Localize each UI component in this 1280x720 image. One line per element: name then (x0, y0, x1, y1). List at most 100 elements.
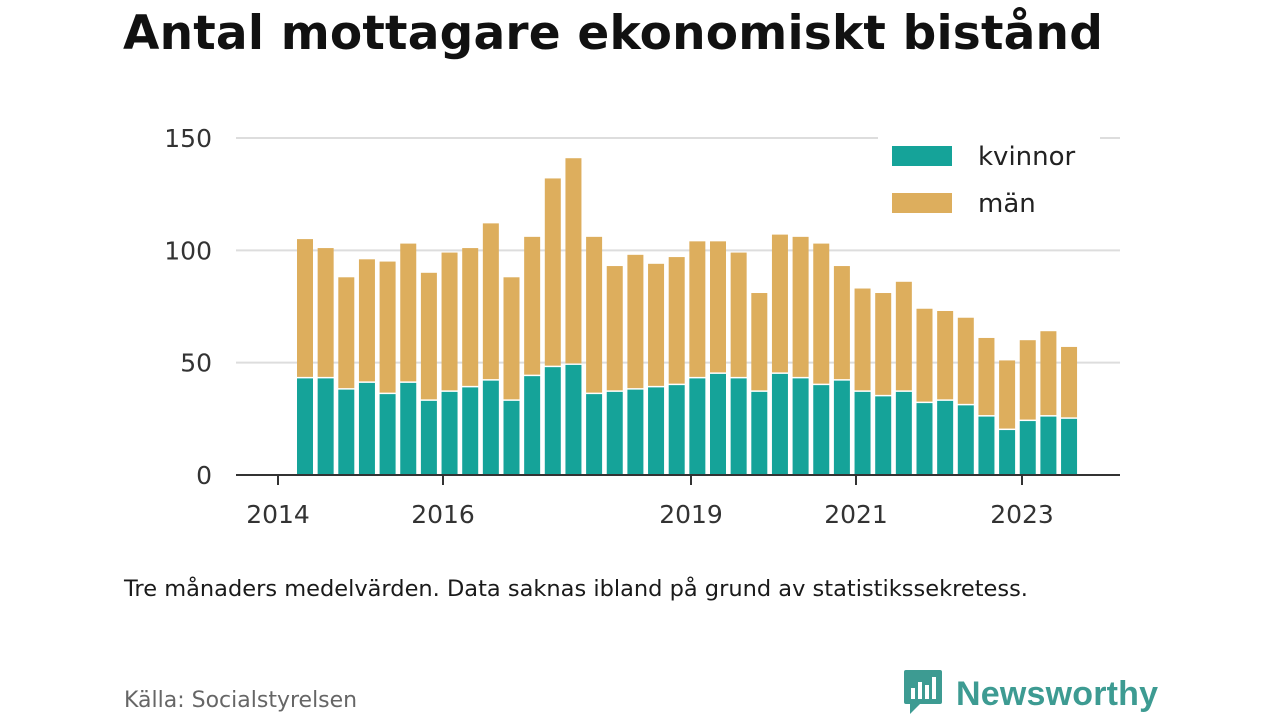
x-tick-label: 2023 (990, 500, 1054, 529)
bar-man (1019, 340, 1036, 420)
bar-man (379, 261, 396, 393)
chart-note: Tre månaders medelvärden. Data saknas ib… (124, 576, 1028, 602)
bar-kvinnor (771, 373, 788, 475)
bar-man (854, 288, 871, 391)
bar-kvinnor (648, 387, 665, 475)
x-tick-label: 2021 (824, 500, 888, 529)
bar-kvinnor (586, 394, 603, 475)
bar-man (297, 239, 313, 377)
bar-man (503, 277, 520, 400)
bar-kvinnor (730, 378, 747, 475)
bar-kvinnor (999, 430, 1016, 475)
bar-kvinnor (400, 382, 417, 475)
legend-label: kvinnor (978, 142, 1076, 172)
bar-man (606, 266, 623, 391)
bar-kvinnor (689, 378, 706, 475)
bar-man (524, 236, 541, 375)
x-tick-label: 2016 (411, 500, 475, 529)
bar-man (400, 243, 417, 382)
y-tick-label: 50 (180, 349, 212, 378)
bar-kvinnor (1061, 418, 1078, 475)
bar-man (937, 310, 954, 400)
bar-man (1040, 331, 1057, 416)
bar-kvinnor (668, 385, 685, 475)
bar-kvinnor (710, 373, 726, 475)
bar-man (916, 308, 933, 402)
bar-man (999, 360, 1016, 429)
bar-man (813, 243, 830, 384)
bars (297, 158, 1078, 475)
stacked-bar-chart: 0 50 100 150 2014 2016 2019 2021 2023 kvinnor mä… (164, 124, 1120, 529)
source-text: Källa: Socialstyrelsen (124, 688, 358, 713)
bar-kvinnor (895, 391, 912, 475)
bar-kvinnor (503, 400, 520, 475)
legend-label: män (978, 189, 1036, 219)
bar-man (668, 257, 685, 384)
bar-man (771, 234, 788, 373)
bar-kvinnor (462, 387, 479, 475)
bar-kvinnor (957, 405, 974, 475)
bar-kvinnor (482, 380, 499, 475)
bar-man (420, 272, 437, 400)
bar-kvinnor (606, 391, 623, 475)
y-tick-label: 0 (196, 461, 212, 490)
bar-man (338, 277, 355, 389)
bar-kvinnor (358, 382, 375, 475)
bar-kvinnor (792, 378, 809, 475)
bar-kvinnor (833, 380, 850, 475)
bar-man (627, 254, 644, 389)
bar-man (833, 266, 850, 380)
bar-man (875, 293, 892, 395)
legend-swatch (892, 146, 952, 166)
y-axis-labels: 0 50 100 150 (164, 124, 212, 490)
bar-man (482, 223, 499, 380)
newsworthy-logo-icon (902, 668, 944, 720)
bar-kvinnor (1019, 421, 1036, 475)
bar-kvinnor (751, 391, 768, 475)
bar-kvinnor (978, 416, 995, 475)
bar-man (978, 337, 995, 416)
bar-kvinnor (379, 394, 396, 475)
bar-man (565, 158, 582, 364)
bar-man (648, 263, 665, 386)
bar-kvinnor (441, 391, 458, 475)
x-axis: 2014 2016 2019 2021 2023 (236, 474, 1120, 529)
bar-kvinnor (524, 376, 541, 475)
bar-man (1061, 346, 1078, 418)
bar-man (358, 259, 375, 382)
x-tick-label: 2019 (659, 500, 723, 529)
bar-kvinnor (854, 391, 871, 475)
bar-man (895, 281, 912, 391)
bar-kvinnor (813, 385, 830, 475)
bar-man (751, 293, 768, 391)
bar-kvinnor (317, 378, 334, 475)
bar-man (792, 236, 809, 377)
bar-kvinnor (916, 403, 933, 475)
chart-title: Antal mottagare ekonomiskt bistånd (123, 6, 1104, 61)
brand-name: Newsworthy (956, 674, 1159, 713)
bar-kvinnor (544, 367, 561, 475)
bar-man (957, 317, 974, 404)
bar-man (317, 248, 334, 377)
x-tick-label: 2014 (246, 500, 310, 529)
bar-kvinnor (937, 400, 954, 475)
brand-logo[interactable]: Newsworthy (902, 670, 1158, 718)
bar-man (544, 178, 561, 366)
y-tick-label: 150 (164, 124, 212, 153)
bar-kvinnor (875, 396, 892, 475)
bar-man (730, 252, 747, 377)
y-tick-label: 100 (164, 236, 212, 265)
bar-man (710, 241, 726, 373)
bar-kvinnor (565, 364, 582, 475)
bar-kvinnor (338, 389, 355, 475)
bar-kvinnor (1040, 416, 1057, 475)
bar-man (441, 252, 458, 391)
bar-kvinnor (420, 400, 437, 475)
bar-kvinnor (297, 378, 313, 475)
bar-man (462, 248, 479, 386)
legend-swatch (892, 193, 952, 213)
bar-man (689, 241, 706, 377)
bar-man (586, 236, 603, 393)
bar-kvinnor (627, 389, 644, 475)
legend: kvinnor män (878, 128, 1100, 228)
